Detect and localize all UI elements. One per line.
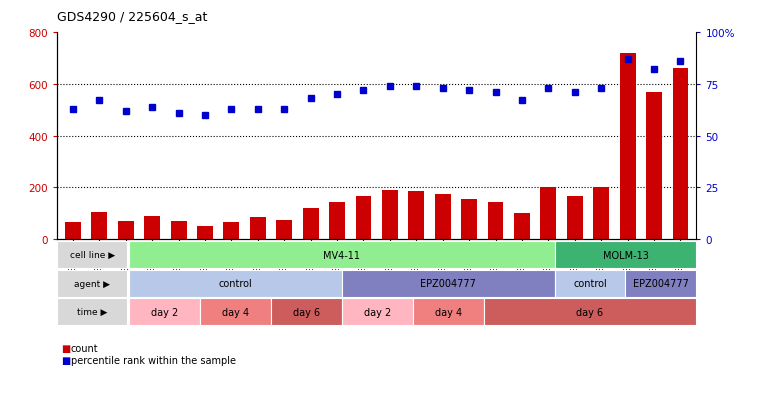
Text: MV4-11: MV4-11	[323, 250, 361, 260]
Bar	[224, 223, 240, 240]
Bar	[197, 227, 213, 240]
Bar	[91, 212, 107, 240]
Bar	[594, 188, 609, 240]
Bar	[65, 223, 81, 240]
Text: ■: ■	[61, 343, 70, 353]
Text: EPZ004777: EPZ004777	[420, 278, 476, 289]
Text: EPZ004777: EPZ004777	[633, 278, 689, 289]
Text: count: count	[71, 343, 98, 353]
Text: MOLM-13: MOLM-13	[603, 250, 648, 260]
Bar	[461, 199, 477, 240]
Bar	[355, 197, 371, 240]
Text: cell line ▶: cell line ▶	[69, 251, 115, 259]
Bar	[435, 195, 451, 240]
Bar	[382, 190, 398, 240]
Text: control: control	[219, 278, 253, 289]
Bar	[646, 93, 662, 240]
Bar	[250, 218, 266, 240]
Bar	[118, 221, 134, 240]
Text: day 4: day 4	[435, 307, 462, 317]
Bar	[540, 188, 556, 240]
Bar	[673, 69, 689, 240]
Text: control: control	[573, 278, 607, 289]
Text: day 2: day 2	[364, 307, 391, 317]
Bar	[276, 220, 292, 240]
Bar	[567, 197, 583, 240]
Text: percentile rank within the sample: percentile rank within the sample	[71, 356, 236, 366]
Text: day 6: day 6	[576, 307, 603, 317]
Text: ■: ■	[61, 356, 70, 366]
Bar	[303, 209, 319, 240]
Bar	[330, 202, 345, 240]
Bar	[145, 216, 160, 240]
Bar	[488, 202, 504, 240]
Bar	[514, 214, 530, 240]
Bar	[619, 54, 635, 240]
Bar	[170, 221, 186, 240]
Text: day 2: day 2	[151, 307, 178, 317]
Text: day 4: day 4	[222, 307, 250, 317]
Text: time ▶: time ▶	[77, 308, 107, 316]
Bar	[409, 192, 424, 240]
Text: agent ▶: agent ▶	[74, 279, 110, 288]
Text: day 6: day 6	[293, 307, 320, 317]
Text: GDS4290 / 225604_s_at: GDS4290 / 225604_s_at	[57, 10, 208, 23]
